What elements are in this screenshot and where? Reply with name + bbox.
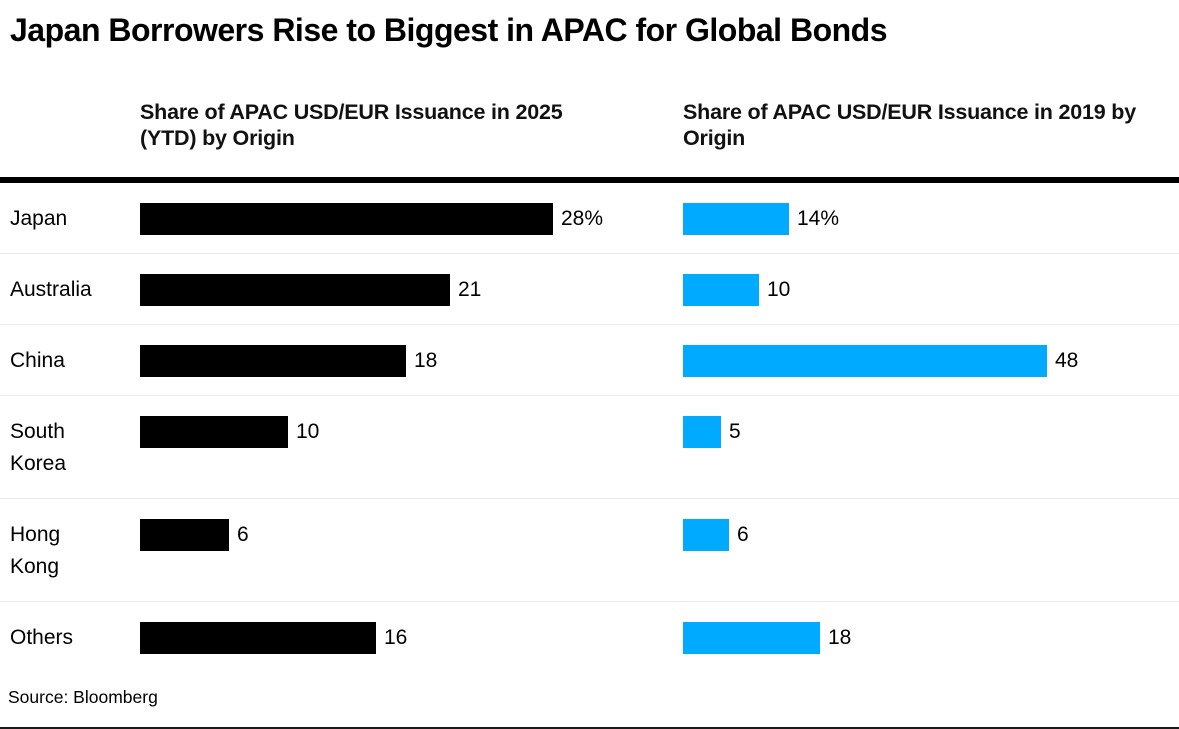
- bar-2025: [140, 622, 376, 654]
- bar-cell-2025: 18: [140, 345, 683, 377]
- bar-cell-2025: 10: [140, 416, 683, 448]
- bar-2019: [683, 345, 1047, 377]
- bar-value-label: 10: [296, 420, 320, 443]
- chart-rows: Japan 28% 14% Australia 21 10 China 18 48 South K…: [0, 183, 1179, 664]
- bar-value-label: 6: [237, 523, 249, 546]
- bar-cell-2019: 14%: [683, 203, 1179, 235]
- bar-value-label: 14%: [797, 207, 840, 230]
- bar-cell-2019: 48: [683, 345, 1179, 377]
- bar-cell-2019: 5: [683, 416, 1179, 448]
- category-label: Hong Kong: [10, 523, 61, 578]
- bar-value-label: 6: [737, 523, 749, 546]
- category-label: Japan: [10, 207, 68, 230]
- bar-2025: [140, 345, 406, 377]
- chart-row: Australia 21 10: [0, 253, 1179, 324]
- panel-header-2025: Share of APAC USD/EUR Issuance in 2025 (…: [140, 100, 563, 150]
- bar-cell-2025: 28%: [140, 203, 683, 235]
- bar-cell-2019: 6: [683, 519, 1179, 551]
- bar-cell-2025: 16: [140, 622, 683, 654]
- chart-row: South Korea 10 5: [0, 395, 1179, 498]
- top-rule: [0, 177, 1179, 183]
- bar-value-label: 28%: [561, 207, 604, 230]
- bar-cell-2025: 21: [140, 274, 683, 306]
- bar-2019: [683, 416, 721, 448]
- bar-2025: [140, 416, 288, 448]
- chart-row: Japan 28% 14%: [0, 183, 1179, 253]
- chart-page: Japan Borrowers Rise to Biggest in APAC …: [0, 13, 1179, 729]
- chart-row: Others 16 18: [0, 601, 1179, 664]
- category-label: South Korea: [10, 420, 67, 475]
- bar-2025: [140, 203, 553, 235]
- header-spacer: [0, 99, 140, 151]
- source-note: Source: Bloomberg: [8, 687, 158, 707]
- chart-title: Japan Borrowers Rise to Biggest in APAC …: [10, 12, 888, 48]
- bar-cell-2019: 10: [683, 274, 1179, 306]
- bar-2019: [683, 203, 789, 235]
- bar-value-label: 18: [828, 626, 852, 649]
- bar-2019: [683, 519, 729, 551]
- chart-row: China 18 48: [0, 324, 1179, 395]
- bar-value-label: 5: [729, 420, 741, 443]
- bar-2025: [140, 519, 229, 551]
- category-label: Others: [10, 626, 74, 649]
- category-label: China: [10, 349, 65, 372]
- category-label: Australia: [10, 278, 92, 301]
- panel-headers: Share of APAC USD/EUR Issuance in 2025 (…: [0, 99, 1179, 151]
- bar-cell-2019: 18: [683, 622, 1179, 654]
- bar-2025: [140, 274, 450, 306]
- bar-value-label: 48: [1055, 349, 1079, 372]
- bar-2019: [683, 274, 759, 306]
- bar-cell-2025: 6: [140, 519, 683, 551]
- bar-value-label: 21: [458, 278, 482, 301]
- bar-value-label: 16: [384, 626, 408, 649]
- panel-header-2019: Share of APAC USD/EUR Issuance in 2019 b…: [683, 100, 1137, 150]
- bar-2019: [683, 622, 820, 654]
- bar-value-label: 10: [767, 278, 791, 301]
- chart-row: Hong Kong 6 6: [0, 498, 1179, 601]
- bar-value-label: 18: [414, 349, 438, 372]
